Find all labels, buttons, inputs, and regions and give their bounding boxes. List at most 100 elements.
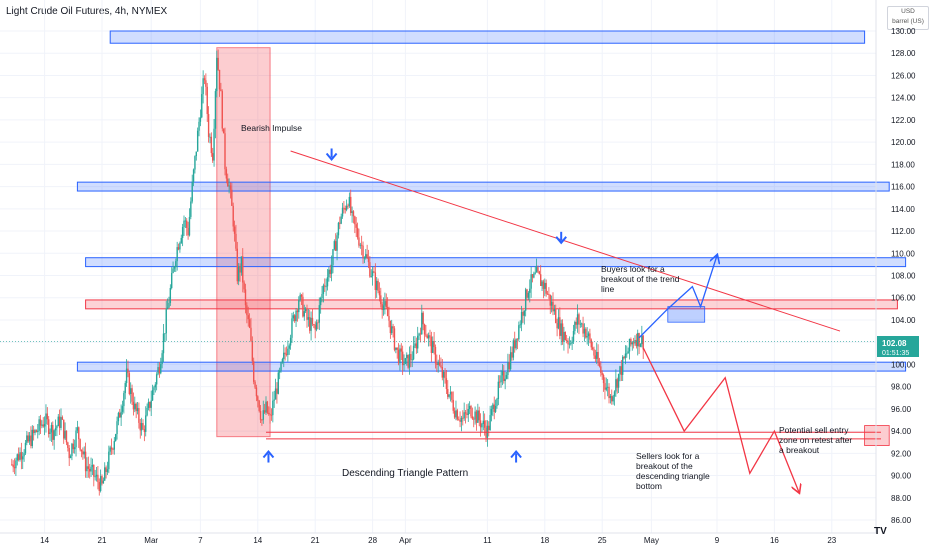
candle [177, 243, 180, 251]
candle [15, 457, 17, 477]
candle-body [639, 344, 642, 347]
x-tick-label: 7 [198, 536, 203, 545]
candle [531, 273, 534, 283]
sellers-label-line1: Sellers look for a [636, 451, 700, 461]
candle [541, 279, 543, 291]
candle-body [16, 454, 18, 461]
candle-body [172, 268, 174, 274]
candle-body [306, 308, 308, 320]
candle-body [609, 395, 612, 399]
candle-body [524, 289, 527, 311]
candle-body [30, 435, 32, 446]
candle-body [429, 335, 431, 337]
candle-body [464, 412, 467, 414]
candle [524, 287, 527, 317]
candle [404, 357, 407, 365]
candle [360, 235, 363, 256]
candle [392, 323, 394, 338]
candle [319, 296, 322, 314]
y-axis[interactable]: 86.00 88.00 90.00 92.00 94.00 96.00 98.00 100.0… [875, 0, 916, 533]
y-tick-label: 106.00 [891, 294, 916, 303]
candle [447, 380, 449, 400]
x-axis[interactable]: 14 21 Mar 7 14 21 28 Apr 11 18 25 May 9 16 23 [0, 532, 876, 545]
candle [89, 463, 91, 479]
candle-body [131, 388, 133, 402]
candle [60, 408, 62, 431]
candle-body [602, 375, 605, 384]
candle-body [108, 451, 110, 470]
candle-body [366, 254, 368, 259]
candle-body [277, 372, 279, 394]
candle [255, 384, 258, 402]
candle-body [477, 410, 479, 423]
candle-body [186, 220, 188, 228]
candle [373, 266, 375, 274]
candle-body [522, 311, 524, 316]
candle [501, 364, 504, 386]
candle [52, 421, 54, 446]
candle [136, 401, 139, 415]
candle-body [169, 287, 172, 303]
candle [86, 457, 88, 478]
candle-body [120, 411, 122, 418]
candle-body [71, 443, 73, 457]
y-tick-label: 104.00 [891, 316, 916, 325]
candle [530, 266, 532, 298]
candle [347, 203, 349, 209]
candle [239, 263, 241, 282]
candle-body [57, 416, 59, 427]
candle-body [391, 326, 393, 334]
candle-body [572, 331, 575, 342]
price-badge: 102.08 01:51:35 [877, 336, 919, 357]
candle-body [93, 464, 95, 477]
candle-body [503, 371, 505, 382]
candle-body [497, 381, 500, 400]
candle [158, 362, 161, 378]
candle [43, 416, 46, 436]
candle-body [438, 362, 441, 366]
candle-body [483, 420, 486, 428]
candle [542, 279, 545, 299]
candle [20, 442, 23, 470]
candle-body [527, 292, 530, 298]
y-tick-label: 128.00 [891, 49, 916, 58]
candle-body [533, 273, 535, 278]
y-tick-label: 98.00 [891, 383, 912, 392]
candle-body [243, 282, 245, 290]
currency-label: USD [901, 8, 915, 15]
candle [143, 425, 146, 442]
candle-body [202, 78, 204, 95]
candle [132, 392, 135, 416]
candle [288, 343, 290, 355]
candle-body [175, 261, 177, 268]
candle-body [377, 280, 379, 292]
bullish-projection-arrow [638, 255, 717, 339]
candle-body [75, 430, 77, 448]
candle-body [432, 341, 434, 353]
candle [93, 464, 95, 487]
candle-body [311, 317, 314, 325]
candle [24, 440, 27, 455]
candle [310, 311, 312, 341]
candle [300, 293, 303, 305]
candle [436, 354, 438, 373]
candle-body [626, 353, 628, 355]
candle-body [529, 288, 531, 293]
candle [205, 73, 207, 96]
candle [72, 438, 74, 454]
candle-body [632, 342, 635, 344]
candle-body [198, 121, 200, 131]
candle [512, 338, 515, 361]
candle-body [589, 333, 591, 340]
candle-body [20, 452, 23, 460]
candle [98, 478, 100, 496]
candle-body [11, 464, 13, 466]
candle [203, 75, 206, 85]
candle [497, 375, 500, 406]
candle-body [313, 324, 315, 326]
candle-body [328, 269, 330, 278]
unit-selector[interactable]: USD barrel (US) [887, 6, 929, 30]
candle-body [617, 373, 620, 388]
candle [565, 334, 568, 344]
